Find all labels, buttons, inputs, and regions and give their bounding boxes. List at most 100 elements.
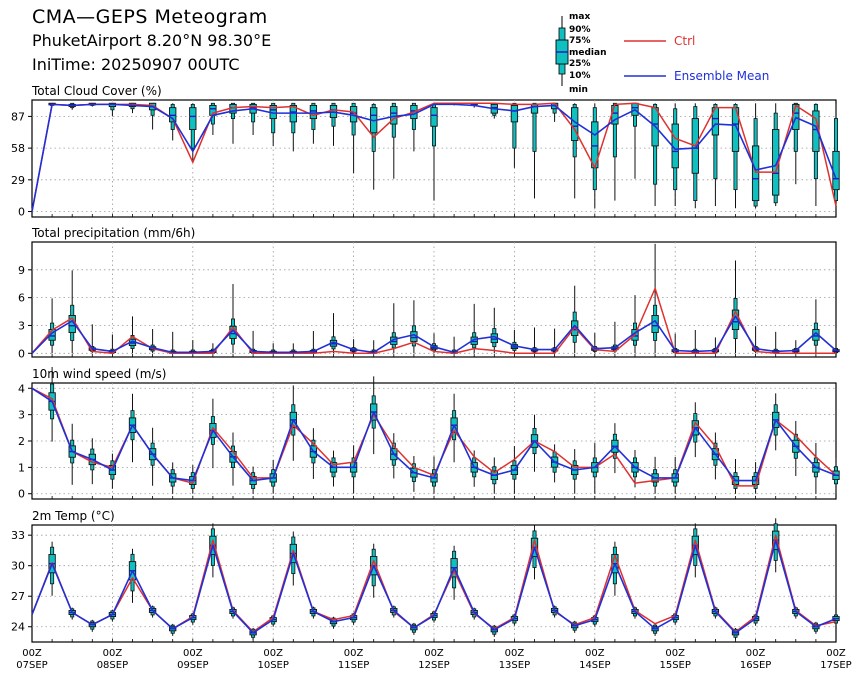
box-25-75 [309, 105, 318, 120]
box-17 [370, 103, 378, 190]
box-2 [68, 102, 76, 110]
y-tick-label: 58 [11, 142, 25, 155]
x-tick-label-date: 09SEP [177, 660, 208, 671]
box-16 [349, 445, 358, 494]
box-25-75 [651, 315, 659, 333]
meteogram-title: CMA—GEPS Meteogram [32, 6, 268, 28]
legend-mean-label: Ensemble Mean [674, 69, 769, 83]
panel-3: 10m wind speed (m/s) 0 1 2 3 4 [18, 366, 840, 501]
legend-box-label: max [569, 12, 590, 22]
ensemble-mean-line [31, 387, 837, 482]
x-tick-label-hour: 00Z [665, 648, 685, 659]
box-25-75 [430, 107, 438, 127]
box-34 [711, 103, 720, 207]
legend-box-label: 90% [569, 25, 591, 35]
x-tick-label-date: 07SEP [16, 660, 47, 671]
y-tick-label: 0 [18, 347, 25, 360]
box-15 [329, 450, 338, 487]
box-30 [631, 102, 639, 179]
x-tick-label-date: 11SEP [338, 660, 369, 671]
y-tick-label: 4 [18, 382, 25, 395]
legend-box-label: min [569, 85, 588, 95]
box-3 [88, 619, 96, 632]
box-10 [229, 102, 237, 144]
box-31 [651, 103, 659, 207]
box-30 [631, 295, 639, 354]
box-2 [68, 423, 76, 485]
box-27 [571, 285, 579, 354]
panel-title: 2m Temp (°C) [32, 509, 115, 523]
box-25-75 [189, 107, 197, 130]
y-tick-label: 9 [18, 264, 25, 277]
box-21 [450, 393, 458, 463]
box-4 [108, 453, 117, 489]
box-25-75 [832, 150, 840, 191]
x-tick-label-hour: 00Z [424, 648, 444, 659]
box-25 [530, 102, 539, 199]
panel-2: Total precipitation (mm/6h) 0 3 6 9 [18, 226, 840, 360]
y-tick-label: 27 [11, 590, 25, 603]
box-40 [832, 104, 840, 209]
x-tick-label-date: 14SEP [579, 660, 610, 671]
box-32 [671, 457, 679, 494]
legend-box-label: 25% [569, 59, 591, 69]
box-18 [390, 102, 398, 179]
box-10-90 [713, 103, 718, 180]
x-tick-label-hour: 00Z [826, 648, 846, 659]
ctrl-line [31, 287, 836, 355]
box-10-90 [532, 102, 537, 152]
box-23 [490, 307, 498, 354]
box-18 [390, 303, 398, 354]
panel-title: 10m wind speed (m/s) [32, 367, 166, 381]
x-axis: 00Z07SEP00Z08SEP00Z09SEP00Z10SEP00Z11SEP… [16, 648, 851, 671]
box-31 [651, 243, 659, 354]
x-tick-label-date: 10SEP [257, 660, 288, 671]
box-33 [691, 103, 699, 209]
box-28 [591, 103, 599, 209]
x-tick-label-hour: 00Z [505, 648, 525, 659]
box-35 [731, 260, 740, 354]
box-32 [671, 103, 679, 207]
ensemble-mean-line [31, 539, 837, 634]
box-40 [832, 328, 840, 354]
x-tick-label-date: 13SEP [499, 660, 530, 671]
box-37 [772, 331, 780, 354]
legend-box-label: 75% [569, 36, 591, 46]
x-tick-label-hour: 00Z [22, 648, 42, 659]
box-12 [269, 102, 277, 146]
ensemble-mean-line [31, 315, 837, 354]
panel-title: Total precipitation (mm/6h) [31, 226, 195, 240]
box-20 [430, 103, 438, 201]
legend-box-label: 10% [569, 71, 591, 81]
box-35 [731, 103, 740, 209]
y-tick-label: 0 [18, 206, 25, 219]
y-tick-label: 24 [11, 621, 25, 634]
panel-title: Total Cloud Cover (%) [31, 84, 162, 98]
x-tick-label-date: 17SEP [820, 660, 851, 671]
box-19 [410, 622, 418, 635]
box-10-90 [612, 102, 617, 158]
box-10 [229, 283, 237, 354]
legend-ctrl-label: Ctrl [674, 34, 695, 48]
box-33 [691, 330, 699, 354]
y-tick-label: 6 [18, 292, 25, 305]
x-tick-label-date: 08SEP [97, 660, 128, 671]
x-tick-label-date: 15SEP [659, 660, 690, 671]
box-7 [169, 331, 177, 354]
station-location: PhuketAirport 8.20°N 98.30°E [32, 31, 272, 50]
x-tick-label-hour: 00Z [183, 648, 203, 659]
y-tick-label: 87 [11, 110, 25, 123]
x-tick-label-hour: 00Z [103, 648, 123, 659]
box-7 [169, 103, 177, 141]
y-tick-label: 29 [11, 174, 25, 187]
x-tick-label-hour: 00Z [263, 648, 283, 659]
y-tick-label: 2 [18, 435, 25, 448]
box-25-75 [510, 105, 519, 123]
y-tick-label: 3 [18, 409, 25, 422]
box-19 [410, 300, 418, 354]
box-40 [832, 457, 840, 494]
box-15 [329, 313, 338, 354]
y-tick-label: 30 [11, 560, 25, 573]
